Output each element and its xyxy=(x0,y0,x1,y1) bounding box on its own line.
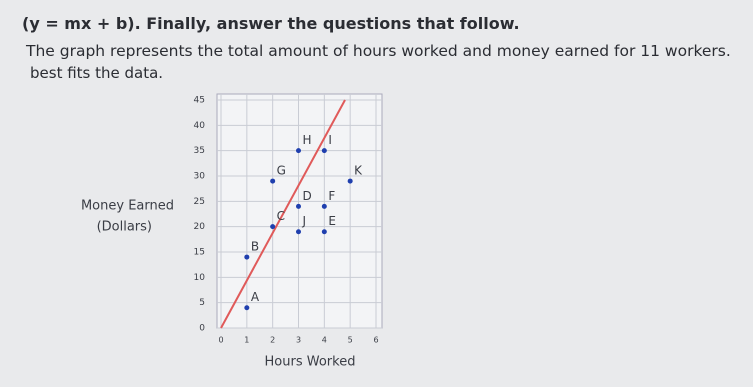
trend-line xyxy=(220,99,346,329)
x-tick-label: 5 xyxy=(348,336,353,345)
data-point xyxy=(347,178,353,184)
y-tick-label: 15 xyxy=(194,248,205,258)
point-label: G xyxy=(277,164,286,178)
x-axis-label: Hours Worked xyxy=(265,355,356,370)
point-label: A xyxy=(251,290,260,304)
y-tick-label: 45 xyxy=(194,96,205,106)
x-tick-label: 3 xyxy=(296,336,301,345)
y-tick-label: 25 xyxy=(194,197,205,207)
point-label: E xyxy=(328,214,336,228)
point-label: J xyxy=(302,214,307,228)
description-end: best fits the data. xyxy=(30,64,164,82)
x-tick-label: 0 xyxy=(218,336,223,345)
y-tick-label: 10 xyxy=(194,273,206,283)
data-point xyxy=(321,229,327,235)
point-label: F xyxy=(328,189,335,203)
point-label: B xyxy=(251,240,259,254)
y-axis-label: (Dollars) xyxy=(97,220,152,235)
x-tick-label: 4 xyxy=(322,336,327,345)
y-tick-label: 20 xyxy=(194,222,206,232)
x-tick-label: 1 xyxy=(244,336,249,345)
data-point xyxy=(321,203,327,209)
description: The graph represents the total amount of… xyxy=(26,42,731,60)
data-point xyxy=(296,148,301,154)
data-point xyxy=(244,254,250,260)
data-point xyxy=(296,203,301,209)
data-point xyxy=(296,229,301,235)
data-point xyxy=(270,178,276,184)
y-tick-label: 40 xyxy=(194,121,206,131)
point-label: D xyxy=(303,189,312,203)
data-point xyxy=(244,305,250,311)
point-label: C xyxy=(277,209,285,223)
y-axis-label: Money Earned xyxy=(81,199,174,214)
plot-area xyxy=(216,93,383,329)
data-point xyxy=(321,148,327,154)
y-tick-label: 30 xyxy=(194,172,206,182)
y-tick-label: 35 xyxy=(194,146,205,156)
x-tick-label: 6 xyxy=(373,336,378,345)
data-point xyxy=(270,224,276,230)
point-label: I xyxy=(328,133,332,147)
point-label: H xyxy=(303,133,312,147)
y-tick-label: 0 xyxy=(199,324,205,334)
instruction: (y = mx + b). Finally, answer the questi… xyxy=(22,14,520,33)
x-tick-label: 2 xyxy=(270,336,275,345)
point-label: K xyxy=(354,164,363,178)
y-tick-label: 5 xyxy=(199,298,205,308)
